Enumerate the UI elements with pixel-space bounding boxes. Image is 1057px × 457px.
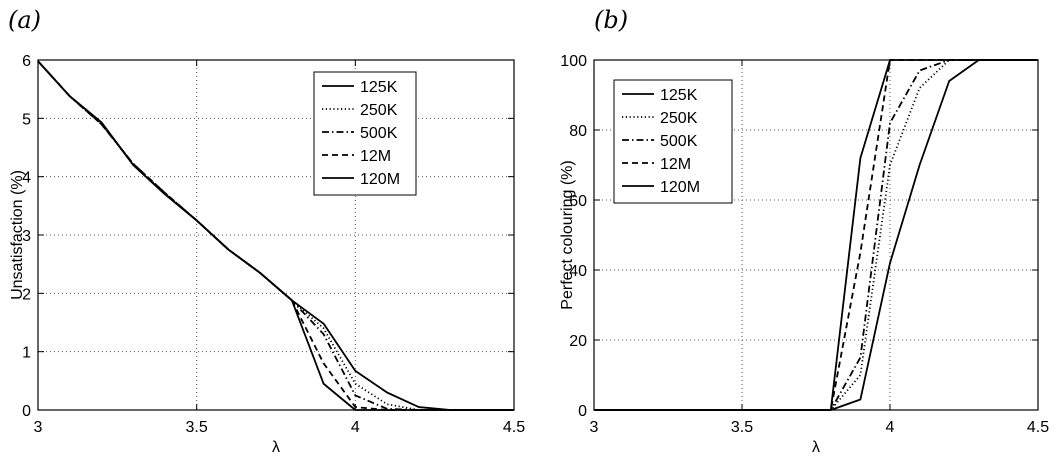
series-line-250K <box>37 60 514 411</box>
y-tick-label: 100 <box>560 53 587 70</box>
legend-label-12M: 12M <box>360 148 391 165</box>
x-tick-label: 3 <box>590 419 599 436</box>
y-tick-label: 40 <box>569 263 587 280</box>
y-axis-label: Unsatisfaction (%) <box>9 170 26 300</box>
chart-panel-a: 3 3.5 4 4.5 0 1 2 3 4 5 6 λ Unsatisfaction (%) (a) 125… <box>8 6 525 456</box>
legend-label-120M: 120M <box>360 171 400 188</box>
y-tick-label: 80 <box>569 123 587 140</box>
series-line-120M <box>37 60 514 411</box>
y-tick-label: 1 <box>22 345 31 362</box>
chart-panel-b: 3 3.5 4 4.5 0 20 40 60 80 100 λ Perfect colouring (… <box>559 6 1049 456</box>
legend-label-250K: 250K <box>360 102 398 119</box>
x-tick-label: 4 <box>886 419 895 436</box>
y-tick-label: 3 <box>22 228 31 245</box>
x-tick-label: 3.5 <box>731 419 753 436</box>
legend-label-125K: 125K <box>660 87 698 104</box>
legend-label-125K: 125K <box>360 79 398 96</box>
y-tick-label: 0 <box>22 403 31 420</box>
legend: 125K 250K 500K 12M 120M <box>313 71 417 196</box>
x-tick-label: 3 <box>34 419 43 436</box>
x-axis-label: λ <box>272 439 280 456</box>
legend-box <box>313 71 417 196</box>
legend-label-500K: 500K <box>360 125 398 142</box>
x-tick-label: 4.5 <box>503 419 525 436</box>
panel-label: (a) <box>8 6 41 34</box>
legend-label-120M: 120M <box>660 179 700 196</box>
y-tick-label: 20 <box>569 333 587 350</box>
legend-label-250K: 250K <box>660 110 698 127</box>
y-axis-label: Perfect colouring (%) <box>559 160 576 309</box>
legend-label-500K: 500K <box>660 133 698 150</box>
series-line-12M <box>37 60 514 411</box>
panel-label: (b) <box>594 6 628 34</box>
legend: 125K 250K 500K 12M 120M <box>613 79 733 204</box>
series-line-125K <box>37 60 514 411</box>
series-line-500K <box>37 60 514 411</box>
x-tick-label: 3.5 <box>186 419 208 436</box>
x-tick-label: 4 <box>351 419 360 436</box>
y-tick-label: 0 <box>578 403 587 420</box>
y-tick-label: 6 <box>22 53 31 70</box>
x-tick-label: 4.5 <box>1027 419 1049 436</box>
legend-label-12M: 12M <box>660 156 691 173</box>
y-tick-label: 2 <box>22 286 31 303</box>
plot-frame <box>593 59 1039 411</box>
y-tick-label: 5 <box>22 111 31 128</box>
legend-box <box>613 79 733 204</box>
x-axis-label: λ <box>812 439 820 456</box>
y-tick-label: 60 <box>569 193 587 210</box>
y-tick-label: 4 <box>22 170 31 187</box>
